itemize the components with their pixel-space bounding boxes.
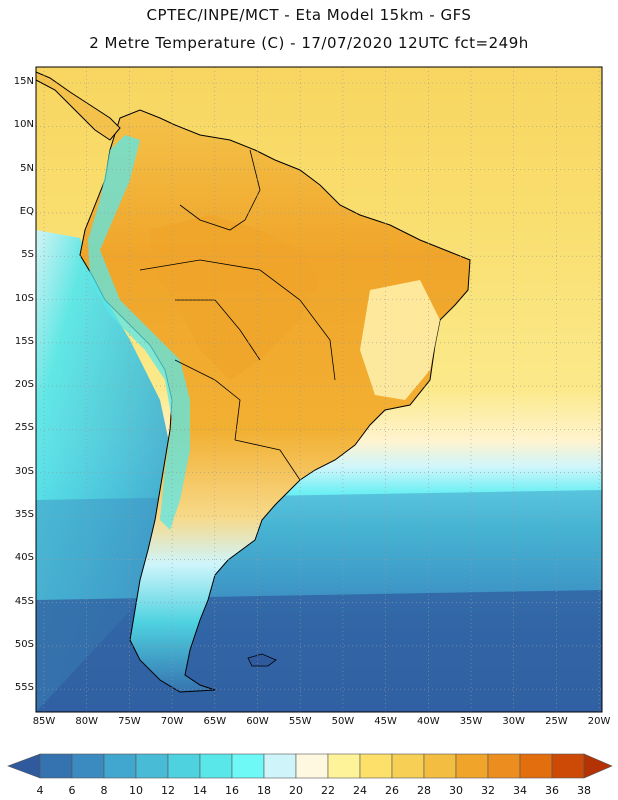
andes-cool-zone: [88, 135, 190, 530]
colorbar-label: 34: [513, 784, 527, 797]
colorbar-segment: [71, 753, 105, 779]
lat-label: 20S: [14, 379, 34, 391]
lat-label: EQ: [19, 205, 34, 217]
lat-label: 50S: [14, 638, 34, 650]
colorbar-segment: [263, 753, 297, 779]
falkland-islands: [247, 653, 277, 667]
colorbar-label: 24: [353, 784, 367, 797]
lon-label: 85W: [32, 716, 56, 727]
lon-label: 45W: [374, 716, 397, 727]
colorbar-segment: [359, 753, 393, 779]
colorbar-segment: [327, 753, 361, 779]
lon-label: 65W: [203, 716, 227, 727]
colorbar-label: 26: [385, 784, 399, 797]
lat-label: 5S: [21, 249, 34, 261]
colorbar-label: 38: [577, 784, 591, 797]
colorbar-label: 22: [321, 784, 335, 797]
central-america-land: [35, 71, 121, 141]
colorbar-label: 30: [449, 784, 463, 797]
lon-label: 35W: [459, 716, 483, 727]
chart-title-line2: 2 Metre Temperature (C) - 17/07/2020 12U…: [89, 34, 529, 52]
lon-label: 60W: [246, 716, 269, 727]
colorbar-label: 28: [417, 784, 431, 797]
colorbar-segment: [455, 753, 489, 779]
country-borders: [139, 149, 336, 481]
map-frame: [35, 66, 603, 713]
colorbar-label: 10: [129, 784, 143, 797]
lon-label: 70W: [160, 716, 184, 727]
lat-label: 30S: [14, 465, 34, 477]
lon-label: 75W: [118, 716, 141, 727]
colorbar-segment: [423, 753, 457, 779]
colorbar-segment: [135, 753, 169, 779]
colorbar-segment: [295, 753, 329, 779]
lat-label: 25S: [14, 422, 34, 434]
lon-label: 25W: [545, 716, 568, 727]
colorbar-max-arrow: [583, 753, 613, 779]
colorbar-segment: [231, 753, 265, 779]
lat-label: 10N: [13, 119, 34, 131]
colorbar-segment: [39, 753, 73, 779]
lat-label: 45S: [14, 595, 34, 607]
lat-label: 5N: [20, 162, 34, 174]
colorbar-segment: [167, 753, 201, 779]
lat-label: 40S: [14, 552, 34, 564]
colorbar-label: 12: [161, 784, 175, 797]
lon-label: 30W: [502, 716, 525, 727]
colorbar-segment: [519, 753, 553, 779]
colorbar-label: 6: [68, 784, 76, 797]
colorbar-min-arrow: [7, 753, 41, 779]
colorbar-segment: [551, 753, 585, 779]
colorbar-label: 36: [545, 784, 559, 797]
lat-label: 15S: [14, 335, 34, 347]
colorbar-label: 14: [193, 784, 207, 797]
colorbar-label: 32: [481, 784, 495, 797]
colorbar-label: 16: [225, 784, 239, 797]
lon-label: 50W: [331, 716, 355, 727]
lon-label: 20W: [587, 716, 611, 727]
chart-title-line1: CPTEC/INPE/MCT - Eta Model 15km - GFS: [146, 6, 472, 24]
highlands-mild-zone: [360, 280, 440, 400]
lon-label: 80W: [75, 716, 98, 727]
lon-label: 40W: [416, 716, 440, 727]
lat-label: 10S: [14, 292, 34, 304]
lat-label: 35S: [14, 509, 34, 520]
colorbar-segment: [199, 753, 233, 779]
lon-label: 55W: [288, 716, 312, 727]
colorbar-label: 8: [100, 784, 108, 797]
colorbar-label: 20: [289, 784, 303, 797]
lat-label: 55S: [14, 682, 34, 694]
southern-ocean-deep: [36, 590, 602, 712]
colorbar-label: 4: [36, 784, 44, 797]
colorbar-segment: [103, 753, 137, 779]
colorbar: [7, 753, 613, 779]
colorbar-label: 18: [257, 784, 271, 797]
colorbar-segment: [487, 753, 521, 779]
lat-label: 15N: [13, 76, 34, 87]
colorbar-segment: [391, 753, 425, 779]
